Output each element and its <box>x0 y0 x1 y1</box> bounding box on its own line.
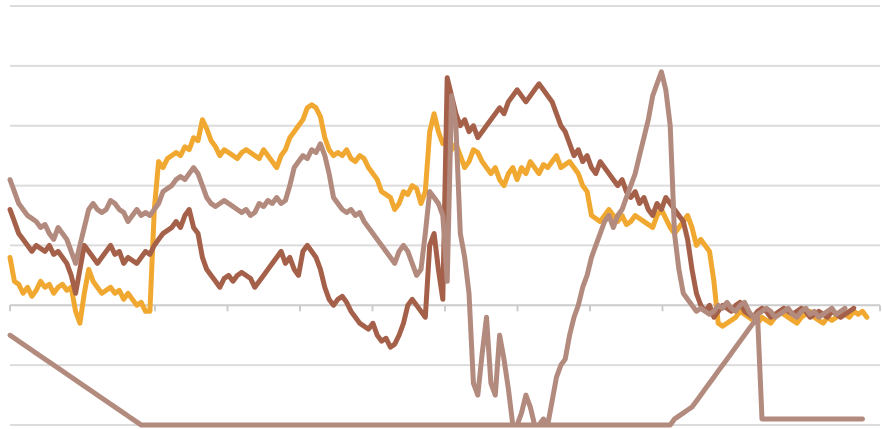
series-line-3 <box>7 69 848 428</box>
series-line-2 <box>7 75 857 350</box>
series-group <box>7 69 870 428</box>
series-line-4 <box>7 314 865 428</box>
